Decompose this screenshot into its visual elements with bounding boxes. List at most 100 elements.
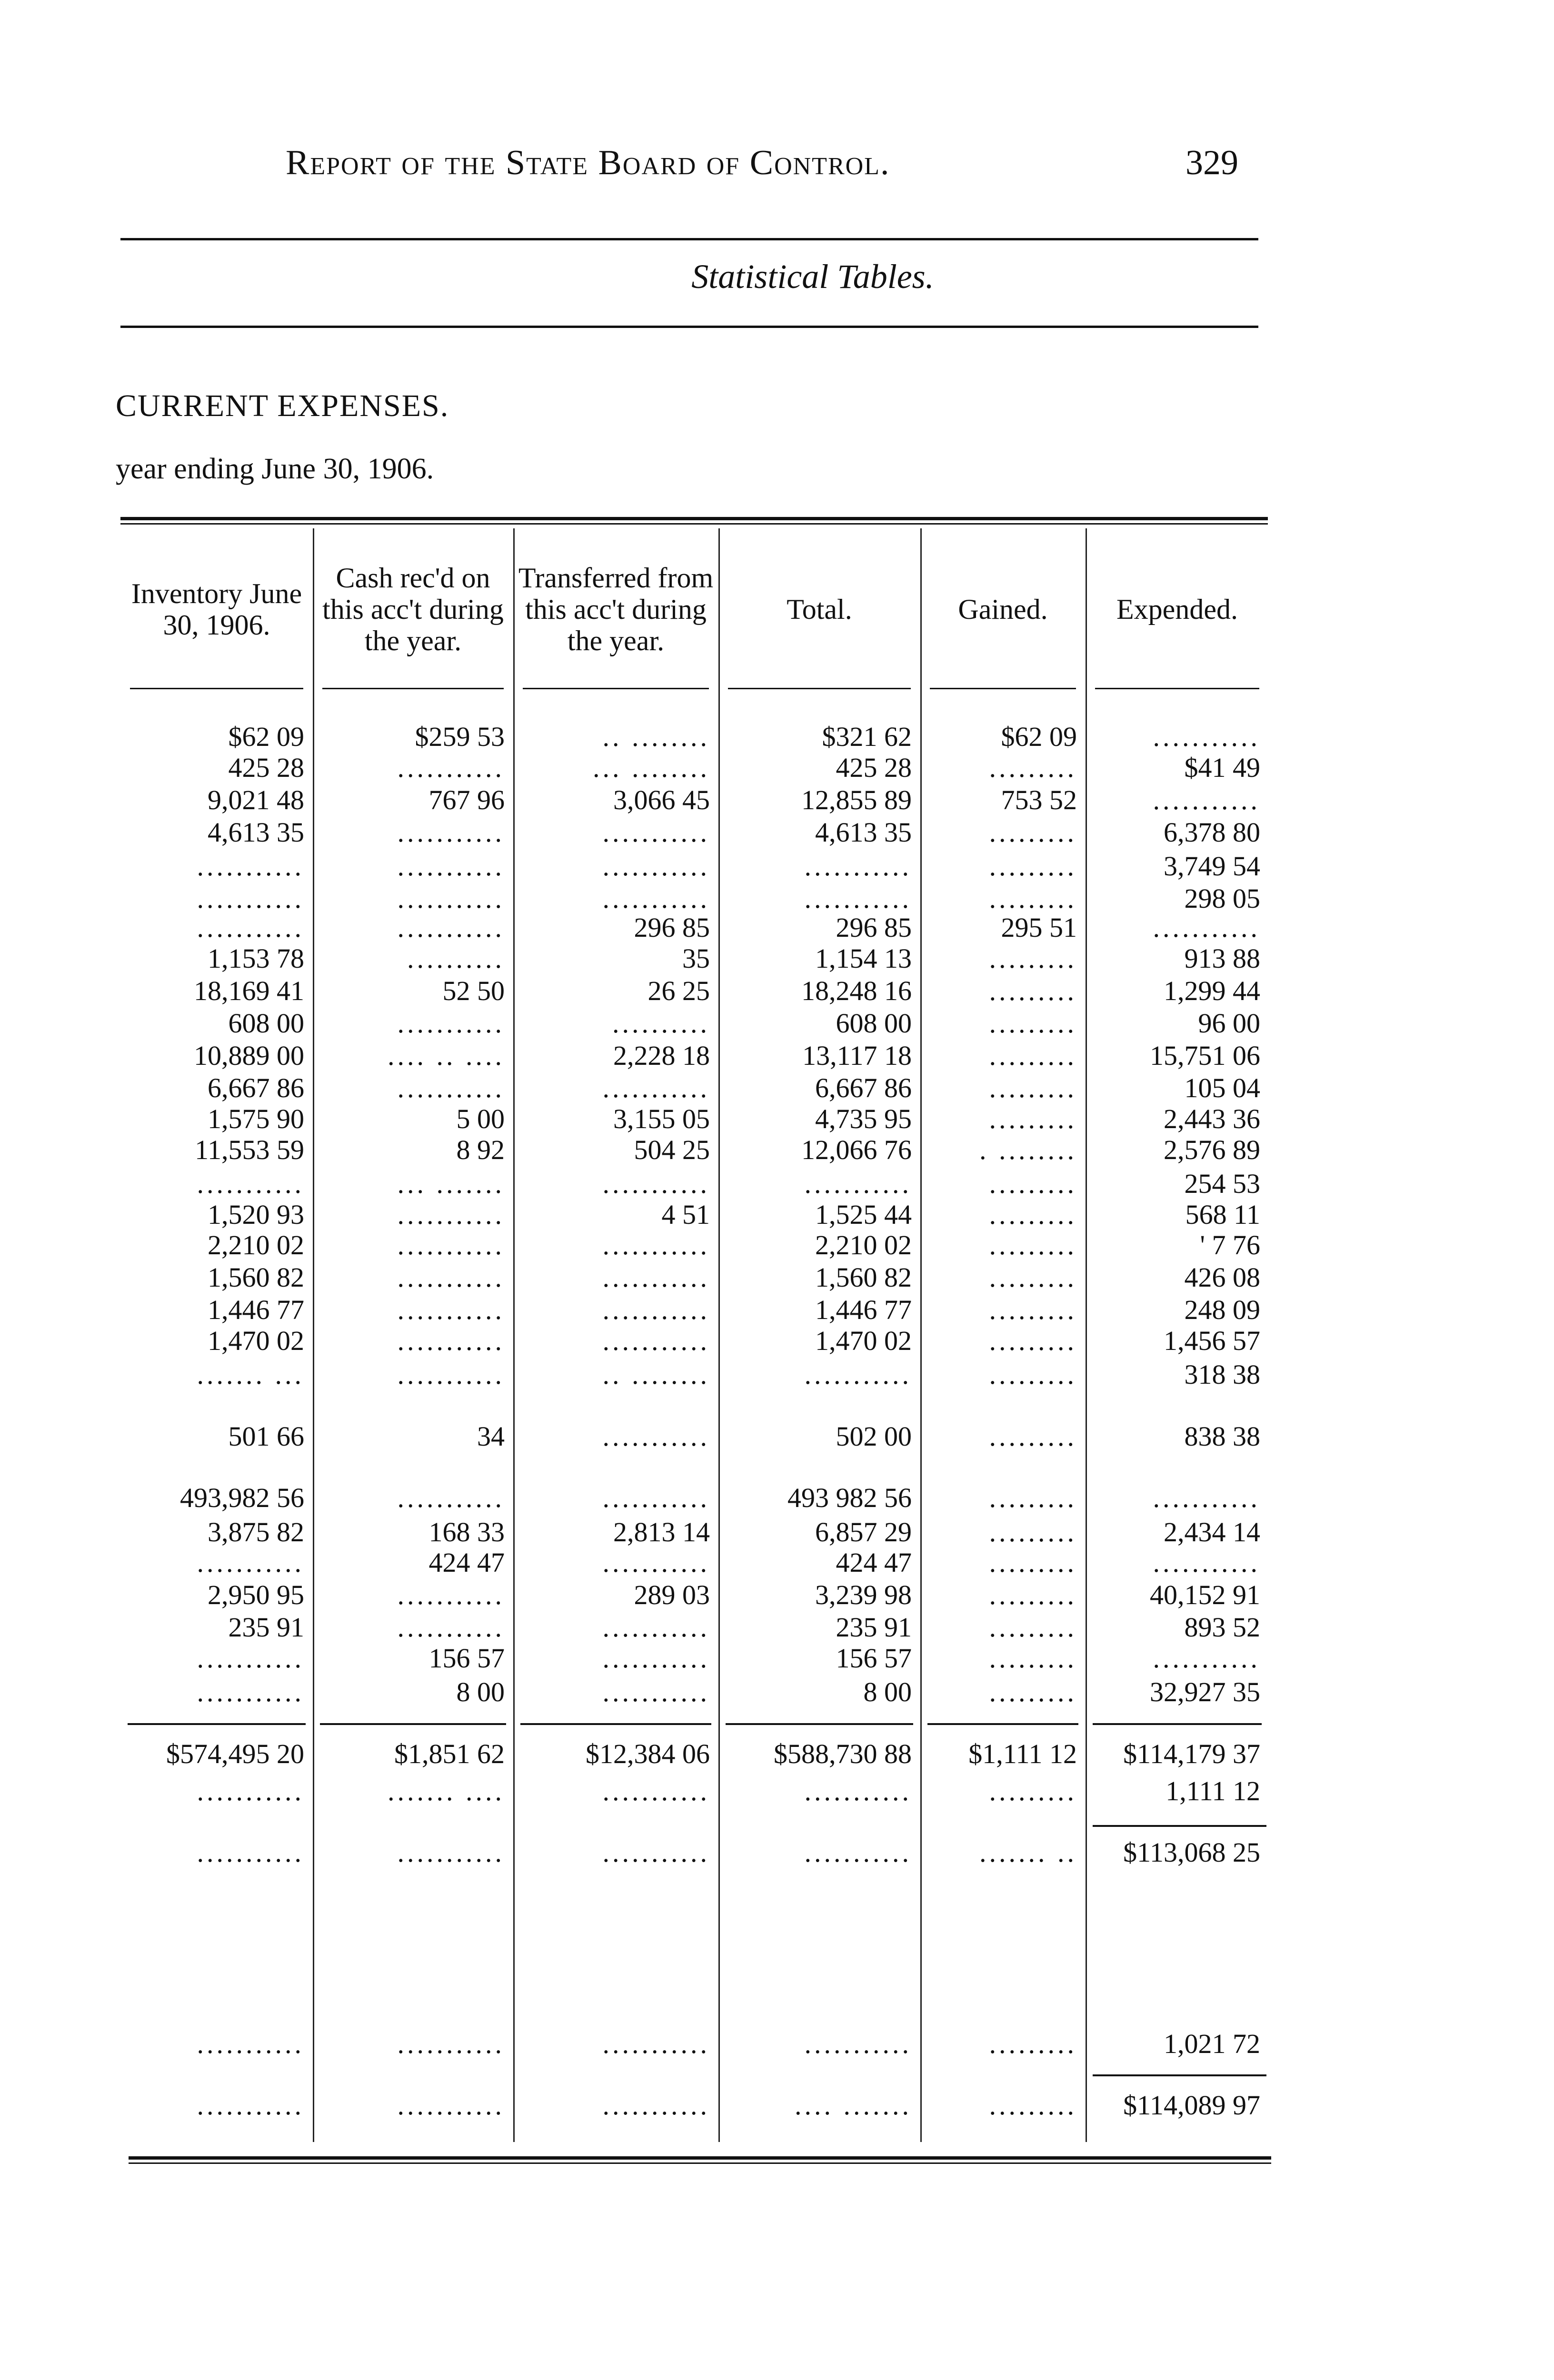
table-row-cell-expended: 40,152 91 — [1150, 1579, 1260, 1610]
table-row-cell-cash-received: ........... — [397, 1359, 505, 1390]
table-row-cell-total: $321 62 — [822, 721, 912, 752]
table-row-cell-cash-received: ........... — [397, 1482, 505, 1513]
table-row-cell-inventory: 493,982 56 — [180, 1482, 304, 1513]
table-row-cell-total: 296 85 — [836, 912, 912, 943]
table-row-cell-expended: 6,378 80 — [1164, 817, 1260, 848]
table-row-cell-cash-received: ........... — [397, 817, 505, 848]
totals-cell-cash-received: $1,851 62 — [394, 1738, 505, 1769]
totals-cell-total: $588,730 88 — [774, 1738, 912, 1769]
table-row-cell-transferred: ........... — [602, 1168, 710, 1199]
table-row-cell-cash-received: $259 53 — [415, 721, 505, 752]
table-row-cell-gained: ......... — [989, 1482, 1077, 1513]
table-row-cell-gained: ......... — [989, 1359, 1077, 1390]
table-row-cell-expended: $41 49 — [1184, 752, 1261, 783]
table-row-cell-cash-received: ........... — [397, 1579, 505, 1610]
total-rule — [1093, 1723, 1262, 1725]
table-row-cell-gained: ......... — [989, 1643, 1077, 1674]
table-row-cell-inventory: 4,613 35 — [208, 817, 304, 848]
header-underline — [322, 688, 504, 689]
subtotal-rule — [1093, 1825, 1266, 1827]
table-row-cell-total: 1,446 77 — [815, 1294, 912, 1325]
summary-row-cell-cash-received: ........... — [397, 1837, 505, 1868]
table-row-cell-gained: ......... — [989, 975, 1077, 1006]
table-row-cell-inventory: 3,875 82 — [208, 1517, 304, 1547]
table-row-cell-cash-received: ........... — [397, 1230, 505, 1260]
header-underline — [930, 688, 1076, 689]
table-row-cell-transferred: 4 51 — [661, 1199, 710, 1230]
table-row-cell-expended: 3,749 54 — [1164, 851, 1260, 882]
table-row-cell-expended: 32,927 35 — [1150, 1676, 1260, 1707]
table-row-cell-transferred: .. ........ — [602, 1359, 710, 1390]
total-rule — [726, 1723, 913, 1725]
table-row-cell-gained: 753 52 — [1001, 784, 1077, 815]
table-row-cell-inventory: ....... ... — [197, 1359, 304, 1390]
table-row-cell-cash-received: ........... — [397, 883, 505, 914]
header-underline — [523, 688, 709, 689]
table-row-cell-gained: ......... — [989, 1294, 1077, 1325]
table-row-cell-transferred: 296 85 — [634, 912, 710, 943]
column-divider — [920, 528, 922, 2142]
table-row-cell-transferred: ........... — [602, 1676, 710, 1707]
table-row-cell-cash-received: 156 57 — [428, 1643, 505, 1674]
table-row-cell-expended: 318 38 — [1184, 1359, 1261, 1390]
table-row-cell-gained: ......... — [989, 1612, 1077, 1643]
table-row-cell-transferred: .. ........ — [602, 721, 710, 752]
table-row-cell-total: 2,210 02 — [815, 1230, 912, 1260]
table-row-cell-cash-received: 8 00 — [456, 1676, 505, 1707]
table-row-cell-total: 6,667 86 — [815, 1072, 912, 1103]
grand-total-rule — [1093, 2074, 1266, 2076]
table-row-cell-gained: ......... — [989, 1325, 1077, 1356]
table-row-cell-inventory: 1,575 90 — [208, 1103, 304, 1134]
table-row-cell-inventory: ........... — [197, 912, 304, 943]
table-row-cell-total: ........... — [804, 851, 912, 882]
summary-row-cell-inventory: ........... — [197, 2028, 304, 2059]
table-row-cell-transferred: 35 — [682, 943, 710, 974]
summary-row-cell-total: ........... — [804, 2028, 912, 2059]
table-row-cell-cash-received: 767 96 — [428, 784, 505, 815]
header-underline — [1095, 688, 1259, 689]
table-row-cell-gained: ......... — [989, 1199, 1077, 1230]
table-row-cell-expended: ........... — [1153, 1482, 1260, 1513]
table-row-cell-inventory: ........... — [197, 1168, 304, 1199]
total-rule — [927, 1723, 1078, 1725]
column-header-transferred: Transferred from this acc't during the y… — [518, 562, 714, 656]
table-row-cell-inventory: 10,889 00 — [194, 1040, 304, 1071]
total-rule — [320, 1723, 506, 1725]
table-row-cell-inventory: ........... — [197, 1643, 304, 1674]
table-row-cell-total: 1,525 44 — [815, 1199, 912, 1230]
table-row-cell-total: 424 47 — [836, 1547, 912, 1578]
table-row-cell-expended: ' 7 76 — [1200, 1230, 1260, 1260]
table-row-cell-expended: ........... — [1153, 721, 1260, 752]
summary-row-cell-inventory: ........... — [197, 1775, 304, 1806]
table-row-cell-gained: ......... — [989, 817, 1077, 848]
table-row-cell-transferred: ........... — [602, 1612, 710, 1643]
table-row-cell-inventory: ........... — [197, 1676, 304, 1707]
column-divider — [1086, 528, 1087, 2142]
table-row-cell-cash-received: ........... — [397, 1262, 505, 1293]
table-bottom-rule-thin — [129, 2162, 1271, 2164]
table-row-cell-total: ........... — [804, 1359, 912, 1390]
table-row-cell-total: 13,117 18 — [802, 1040, 912, 1071]
table-row-cell-transferred: ........... — [602, 1547, 710, 1578]
table-row-cell-total: ........... — [804, 883, 912, 914]
summary-row-cell-gained: ......... — [989, 1775, 1077, 1806]
summary-row-cell-total: .... ....... — [795, 2090, 912, 2121]
table-row-cell-total: 425 28 — [836, 752, 912, 783]
table-top-rule — [120, 517, 1268, 520]
table-row-cell-inventory: 501 66 — [228, 1421, 305, 1452]
table-row-cell-transferred: ........... — [602, 1230, 710, 1260]
table-row-cell-inventory: 1,153 78 — [208, 943, 304, 974]
summary-row-cell-gained: ......... — [989, 2090, 1077, 2121]
table-row-cell-cash-received: 34 — [477, 1421, 505, 1452]
table-row-cell-expended: 2,576 89 — [1164, 1134, 1260, 1165]
totals-cell-gained: $1,111 12 — [968, 1738, 1077, 1769]
table-row-cell-expended: 426 08 — [1184, 1262, 1261, 1293]
table-row-cell-expended: ........... — [1153, 912, 1260, 943]
table-row-cell-transferred: ........... — [602, 883, 710, 914]
table-row-cell-inventory: 1,446 77 — [208, 1294, 304, 1325]
table-row-cell-expended: 568 11 — [1185, 1199, 1260, 1230]
summary-row-cell-gained: ......... — [989, 2028, 1077, 2059]
table-row-cell-total: 18,248 16 — [801, 975, 912, 1006]
table-row-cell-cash-received: ........... — [397, 1072, 505, 1103]
table-row-cell-transferred: ........... — [602, 1325, 710, 1356]
